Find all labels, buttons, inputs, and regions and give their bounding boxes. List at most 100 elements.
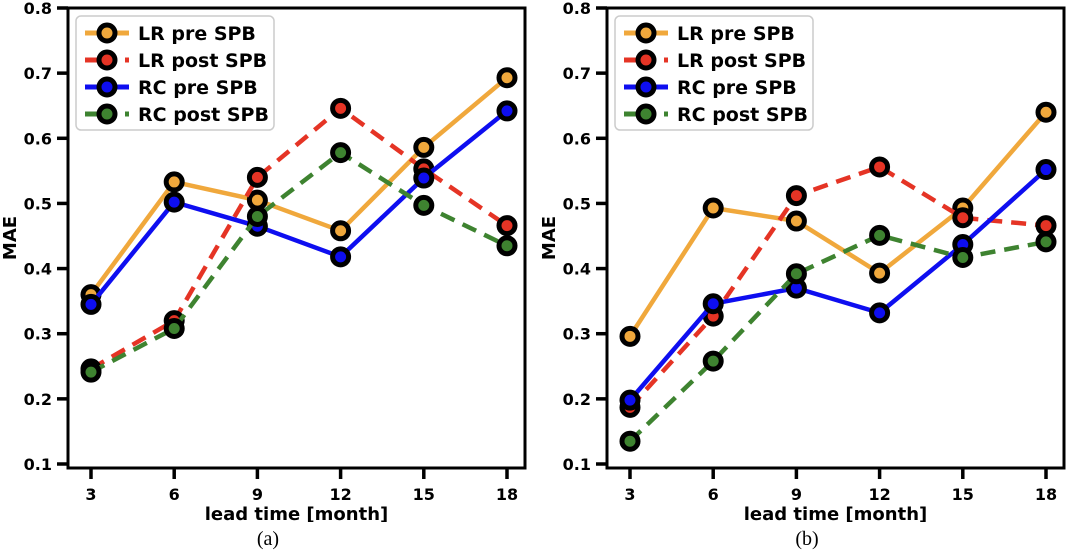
series-marker-rc-pre-spb	[869, 302, 891, 324]
legend-item-label: LR pre SPB	[677, 23, 795, 45]
legend-item-label: RC post SPB	[677, 104, 808, 126]
legend-item-label: LR pre SPB	[138, 23, 256, 45]
x-axis-tick-label: 9	[791, 485, 802, 504]
y-axis-tick-label: 0.7	[563, 64, 591, 83]
series-marker-rc-post-spb	[869, 224, 891, 246]
x-axis-tick-label: 6	[169, 485, 180, 504]
x-axis-tick-label: 6	[708, 485, 719, 504]
series-marker-rc-post-spb	[619, 430, 641, 452]
series-marker-rc-post-spb	[785, 263, 807, 285]
series-marker-lr-post-spb	[330, 97, 352, 119]
legend-item-lr-pre-spb: LR pre SPB	[85, 22, 256, 45]
y-axis-tick-label: 0.2	[563, 390, 591, 409]
x-axis-tick-label: 12	[329, 485, 351, 504]
y-axis-tick-label: 0.3	[563, 325, 591, 344]
axes-box	[605, 6, 1066, 470]
y-axis-tick-label: 0.4	[24, 260, 52, 279]
legend-item-label: RC pre SPB	[138, 77, 258, 99]
legend: LR pre SPB LR post SPB RC pre SPB RC post S…	[614, 15, 814, 131]
caption-a: (a)	[256, 528, 280, 550]
y-axis-tick-label: 0.5	[563, 194, 591, 213]
legend-item-label: RC pre SPB	[677, 77, 797, 99]
x-axis-tick-label: 18	[1035, 485, 1057, 504]
series-marker-rc-post-spb	[246, 205, 268, 227]
x-axis-tick-label: 12	[868, 485, 890, 504]
series-line-rc-pre-spb	[628, 167, 1048, 402]
legend-item-lr-post-spb: LR post SPB	[85, 49, 267, 72]
series-line-lr-pre-spb	[89, 75, 509, 296]
series-marker-lr-post-spb	[952, 207, 974, 229]
legend-item-rc-pre-spb: RC pre SPB	[624, 76, 797, 99]
y-axis-tick-label: 0.4	[563, 260, 591, 279]
series-marker-rc-pre-spb	[496, 100, 518, 122]
series-marker-rc-post-spb	[496, 235, 518, 257]
legend-item-label: RC post SPB	[138, 104, 269, 126]
chart-a-canvas: 0.1 0.2 0.3 0.4 0.5 0.6 0.7 0.8 3 6 9 12 15 18 lead ti…	[0, 0, 527, 522]
y-axis-tick-label: 0.1	[563, 455, 591, 474]
series-marker-lr-pre-spb	[413, 136, 435, 158]
series-marker-lr-pre-spb	[163, 171, 185, 193]
series-marker-lr-pre-spb	[619, 325, 641, 347]
y-axis-tick-label: 0.3	[24, 325, 52, 344]
series-marker-lr-pre-spb	[869, 262, 891, 284]
series-marker-rc-pre-spb	[330, 246, 352, 268]
series-marker-rc-pre-spb	[80, 293, 102, 315]
series-marker-rc-post-spb	[702, 350, 724, 372]
y-axis-tick-label: 0.2	[24, 390, 52, 409]
series-marker-lr-pre-spb	[1035, 101, 1057, 123]
series-marker-rc-post-spb	[952, 246, 974, 268]
y-axis-tick-label: 0.5	[24, 194, 52, 213]
legend-marker-sample	[635, 76, 657, 98]
legend-box	[75, 15, 275, 131]
x-axis-tick-label: 18	[496, 485, 518, 504]
x-axis-title: lead time [month]	[205, 504, 389, 522]
caption-b: (b)	[795, 528, 819, 550]
y-axis-tick-label: 0.7	[24, 64, 52, 83]
x-axis-title: lead time [month]	[744, 504, 928, 522]
legend-box	[614, 15, 814, 131]
series-marker-lr-pre-spb	[246, 189, 268, 211]
y-axis-tick-label: 0.1	[24, 455, 52, 474]
chart-b-canvas: 0.1 0.2 0.3 0.4 0.5 0.6 0.7 0.8 3 6 9 12 15 18 lead ti…	[539, 0, 1066, 522]
legend-marker-sample	[96, 103, 118, 125]
y-axis-tick-label: 0.6	[563, 129, 591, 148]
legend-item-label: LR post SPB	[677, 50, 806, 72]
series-marker-rc-post-spb	[413, 194, 435, 216]
series-marker-rc-pre-spb	[702, 293, 724, 315]
x-axis-tick-label: 15	[952, 485, 974, 504]
series-marker-lr-pre-spb	[496, 67, 518, 89]
series-marker-lr-post-spb	[869, 156, 891, 178]
series-line-rc-pre-spb	[89, 109, 509, 306]
series-line-lr-post-spb	[628, 164, 1047, 409]
legend-marker-sample	[635, 49, 657, 71]
y-axis-tick-label: 0.6	[24, 129, 52, 148]
series-marker-rc-pre-spb	[619, 389, 641, 411]
legend-marker-sample	[96, 49, 118, 71]
series-marker-lr-post-spb	[246, 166, 268, 188]
series-marker-rc-post-spb	[163, 318, 185, 340]
subfigure-b: 0.1 0.2 0.3 0.4 0.5 0.6 0.7 0.8 3 6 9 12 15 18 lead ti…	[539, 0, 1071, 560]
legend-marker-sample	[635, 22, 657, 44]
series-marker-rc-pre-spb	[413, 167, 435, 189]
series-marker-lr-post-spb	[496, 215, 518, 237]
y-axis-tick-label: 0.8	[24, 0, 52, 18]
legend-item-lr-pre-spb: LR pre SPB	[624, 22, 795, 45]
series-marker-lr-post-spb	[1035, 215, 1057, 237]
series-line-rc-post-spb	[628, 233, 1047, 443]
series-marker-lr-pre-spb	[785, 210, 807, 232]
legend-item-lr-post-spb: LR post SPB	[624, 49, 806, 72]
series-marker-rc-pre-spb	[163, 191, 185, 213]
series-marker-lr-pre-spb	[330, 220, 352, 242]
legend-marker-sample	[96, 76, 118, 98]
series-line-lr-pre-spb	[628, 110, 1048, 338]
x-axis-tick-label: 3	[85, 485, 96, 504]
subfigure-a: 0.1 0.2 0.3 0.4 0.5 0.6 0.7 0.8 3 6 9 12 15 18 lead ti…	[0, 0, 527, 550]
legend-marker-sample	[96, 22, 118, 44]
y-axis-title: MAE	[539, 216, 560, 260]
series-line-rc-post-spb	[89, 150, 508, 375]
legend: LR pre SPB LR post SPB RC pre SPB RC post S…	[75, 15, 275, 131]
series-marker-rc-post-spb	[80, 361, 102, 383]
legend-item-rc-post-spb: RC post SPB	[624, 103, 808, 126]
x-axis-tick-label: 9	[252, 485, 263, 504]
x-axis-tick-label: 3	[624, 485, 635, 504]
